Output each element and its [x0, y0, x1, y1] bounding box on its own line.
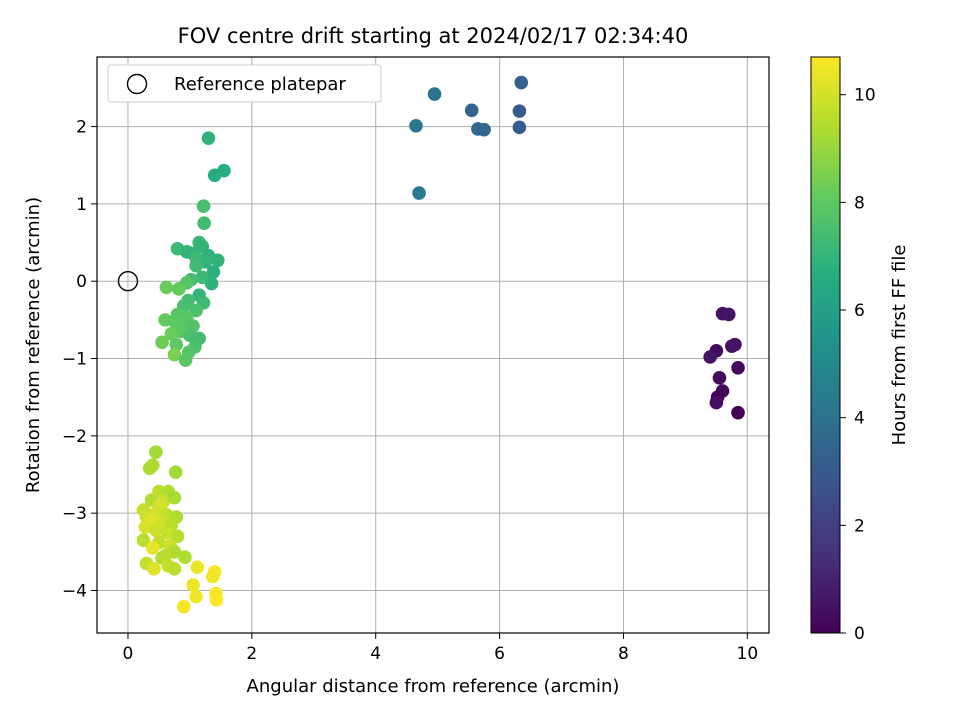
reference-point	[117, 271, 139, 292]
data-point	[731, 361, 745, 375]
data-point	[409, 119, 423, 133]
data-point	[725, 339, 739, 353]
data-point	[712, 371, 727, 385]
data-point	[731, 405, 745, 420]
data-point	[709, 395, 724, 410]
plot-frame	[96, 56, 770, 634]
data-point	[412, 186, 426, 200]
y-axis-ticks: −4 −3 −2 −1 0 1 2	[62, 118, 97, 601]
x-tick-label: 2	[246, 644, 257, 664]
x-tick-label: 10	[737, 644, 759, 664]
x-tick-label: 4	[370, 644, 381, 664]
data-point	[145, 541, 160, 555]
data-point	[189, 303, 203, 318]
colorbar-ticks: 0 2 4 6 8 10	[840, 86, 876, 644]
colorbar-tick-label: 4	[854, 409, 865, 429]
data-point	[464, 103, 479, 118]
data-point	[206, 569, 220, 584]
data-point	[189, 258, 203, 273]
data-point	[164, 326, 179, 341]
legend-reference-marker-icon	[126, 73, 148, 95]
data-point	[201, 131, 216, 145]
data-point	[169, 337, 184, 352]
data-point	[170, 529, 185, 544]
data-point	[178, 550, 192, 565]
data-points	[136, 75, 745, 614]
data-point	[196, 199, 211, 214]
data-point	[206, 265, 221, 279]
reference-marker	[117, 271, 139, 292]
data-point	[186, 578, 200, 592]
y-tick-label: 2	[76, 118, 87, 138]
x-axis-ticks: 0 2 4 6 8 10	[123, 633, 759, 664]
data-point	[204, 276, 219, 291]
legend-box	[107, 64, 382, 103]
data-point	[167, 347, 182, 362]
data-point	[703, 350, 717, 364]
data-point	[178, 353, 193, 367]
data-point	[427, 87, 442, 101]
y-tick-label: −1	[62, 350, 87, 370]
colorbar-gradient	[810, 56, 841, 634]
y-tick-label: −3	[62, 504, 87, 524]
data-point	[197, 216, 211, 231]
data-point	[190, 560, 205, 575]
data-point	[149, 445, 163, 459]
colorbar-tick-label: 8	[854, 193, 865, 213]
data-point	[209, 592, 224, 607]
data-point	[477, 122, 491, 137]
data-point	[149, 523, 163, 537]
colorbar: 0 2 4 6 8 10 Hours from first FF file	[810, 56, 910, 644]
data-point	[514, 75, 529, 90]
data-point	[147, 562, 161, 576]
x-tick-label: 8	[618, 644, 629, 664]
data-point	[210, 253, 225, 268]
colorbar-label: Hours from first FF file	[889, 245, 910, 446]
y-tick-label: −4	[62, 581, 87, 601]
y-axis-label: Rotation from reference (arcmin)	[23, 197, 44, 493]
data-point	[160, 525, 174, 540]
x-tick-label: 6	[494, 644, 505, 664]
y-tick-label: −2	[62, 427, 87, 447]
data-point	[512, 104, 527, 118]
x-axis-label: Angular distance from reference (arcmin)	[247, 676, 620, 697]
colorbar-tick-label: 10	[854, 86, 876, 106]
y-tick-label: 0	[76, 272, 87, 292]
legend: Reference platepar	[107, 64, 382, 103]
data-point	[207, 168, 222, 183]
data-point	[189, 589, 203, 604]
x-tick-label: 0	[123, 644, 134, 664]
colorbar-tick-label: 6	[854, 301, 865, 321]
data-point	[171, 282, 186, 296]
data-point	[159, 280, 174, 295]
data-point	[167, 562, 182, 576]
colorbar-tick-label: 0	[854, 624, 865, 644]
legend-entry: Reference platepar	[174, 74, 346, 95]
data-point	[142, 461, 157, 476]
data-point	[167, 490, 182, 505]
data-point	[138, 520, 153, 534]
data-point	[176, 599, 191, 614]
data-point	[168, 465, 183, 479]
y-tick-label: 1	[76, 195, 87, 215]
data-point	[136, 533, 151, 548]
colorbar-tick-label: 2	[854, 516, 865, 536]
data-point	[155, 335, 169, 350]
chart-title: FOV centre drift starting at 2024/02/17 …	[178, 24, 689, 48]
data-point	[512, 120, 527, 135]
data-point	[721, 307, 736, 322]
